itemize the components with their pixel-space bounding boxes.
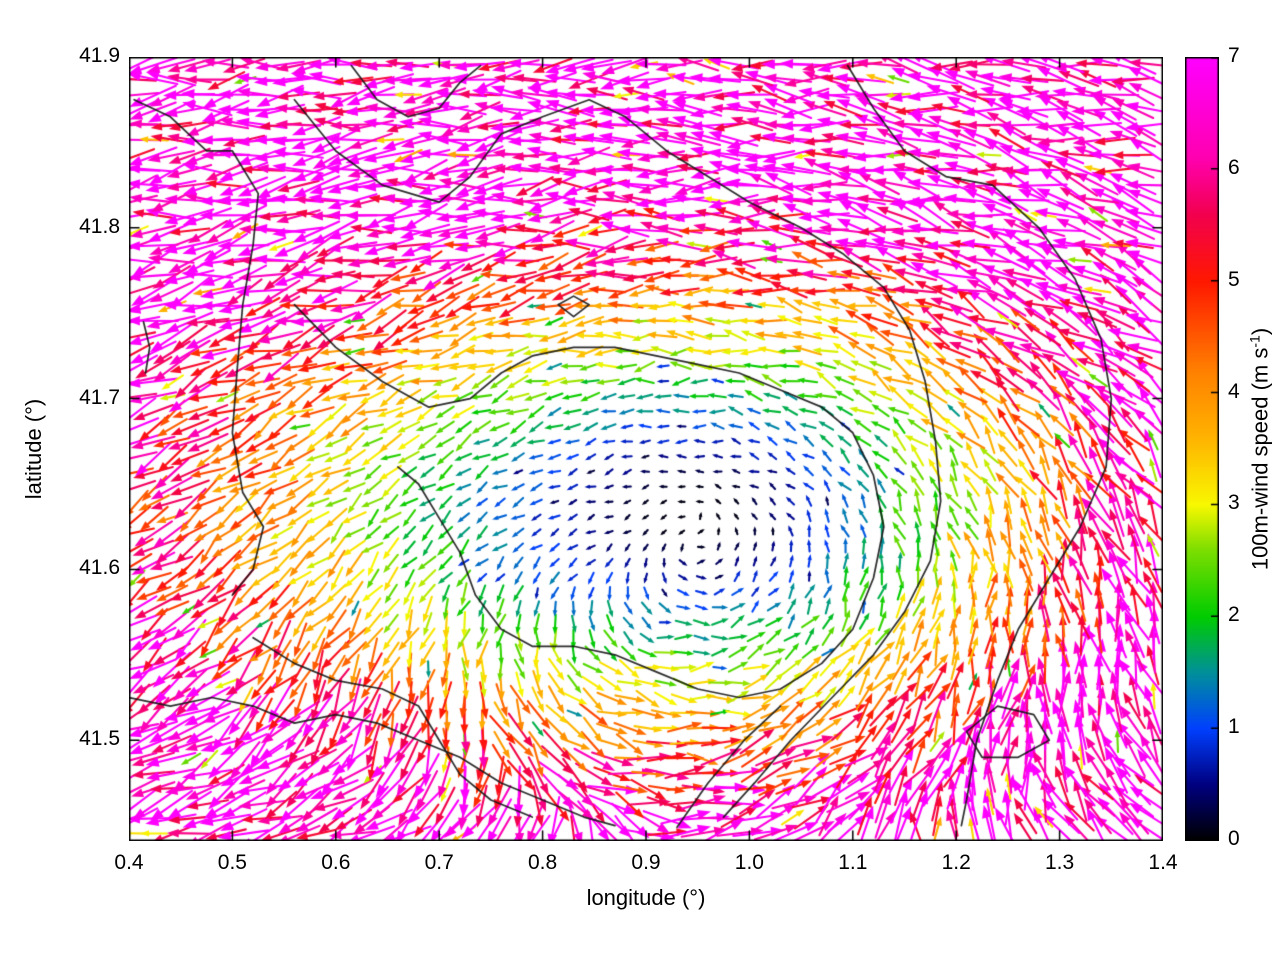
colorbar-tick-label: 1 (1228, 715, 1240, 739)
colorbar-title: 100m-wind speed (m s-1) (1246, 328, 1273, 570)
x-tick-label: 0.8 (527, 851, 558, 874)
x-tick-label: 1.4 (1148, 851, 1178, 874)
colorbar-title-text: 100m-wind speed (m s (1247, 347, 1273, 571)
x-tick-label: 0.7 (424, 851, 454, 874)
colorbar-tick-label: 4 (1228, 379, 1240, 403)
x-tick-label: 1.1 (838, 851, 868, 874)
y-tick-label: 41.6 (79, 556, 120, 580)
colorbar-tick-label: 0 (1228, 827, 1240, 850)
colorbar-tick-label: 2 (1228, 603, 1240, 627)
colorbar-tick-label: 6 (1228, 155, 1240, 179)
colorbar-tick-label: 5 (1228, 267, 1240, 291)
colorbar-tick-label: 7 (1228, 44, 1240, 67)
y-tick-label: 41.9 (79, 44, 120, 67)
y-tick-label: 41.8 (79, 214, 120, 238)
colorbar-tick-label: 3 (1228, 491, 1240, 515)
colorbar-title-close: ) (1247, 327, 1273, 336)
colorbar (1185, 57, 1219, 841)
x-tick-label: 1.0 (734, 851, 764, 874)
y-tick-label: 41.5 (79, 727, 120, 751)
x-tick-label: 0.9 (631, 851, 661, 874)
x-tick-label: 0.4 (114, 851, 144, 874)
x-tick-label: 0.6 (321, 851, 351, 874)
colorbar-title-superscript: -1 (1246, 335, 1263, 348)
y-tick-label: 41.7 (79, 385, 120, 409)
x-tick-label: 1.3 (1044, 851, 1075, 874)
vector-field-plot (129, 57, 1163, 841)
x-tick-label: 0.5 (217, 851, 247, 874)
x-tick-label: 1.2 (941, 851, 971, 874)
x-axis-title: longitude (°) (586, 885, 706, 910)
y-axis-title: latitude (°) (21, 398, 46, 500)
